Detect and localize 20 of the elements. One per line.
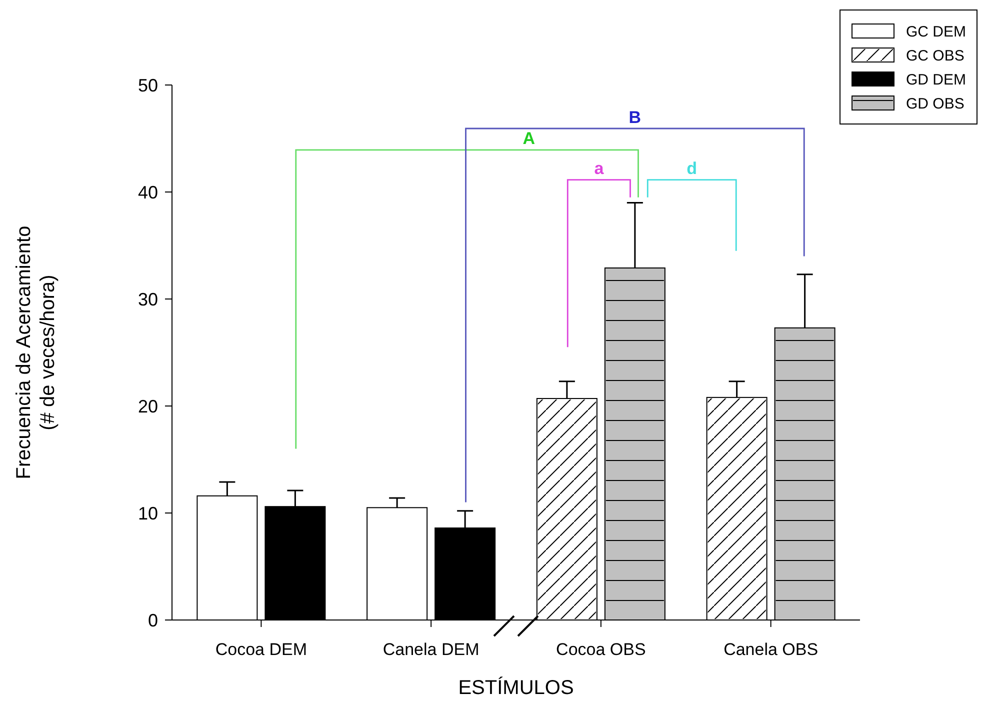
legend-label: GC OBS [906,47,964,64]
legend-label: GD OBS [906,95,964,112]
x-axis-title: ESTÍMULOS [458,676,574,699]
y-tick-label: 0 [148,610,158,630]
y-tick-label: 10 [138,503,158,524]
annotation: A [522,129,536,148]
y-tick-label: 50 [138,75,158,96]
y-tick-label: 40 [138,182,158,202]
annotation: d [686,159,698,178]
x-tick-label: Canela OBS [724,640,818,659]
annotation: B [628,108,642,127]
y-tick-label: 20 [138,396,158,416]
legend-label: GC DEM [906,23,966,40]
x-tick-label: Cocoa DEM [215,640,308,659]
x-tick-label: Canela DEM [382,640,480,659]
x-tick-label: Cocoa OBS [556,640,646,659]
annotation: a [594,159,604,178]
y-tick-label: 30 [138,289,158,310]
y-axis-title: Frecuencia de Acercamiento (# de veces/hora) [13,226,59,480]
legend-label: GD DEM [906,71,966,88]
